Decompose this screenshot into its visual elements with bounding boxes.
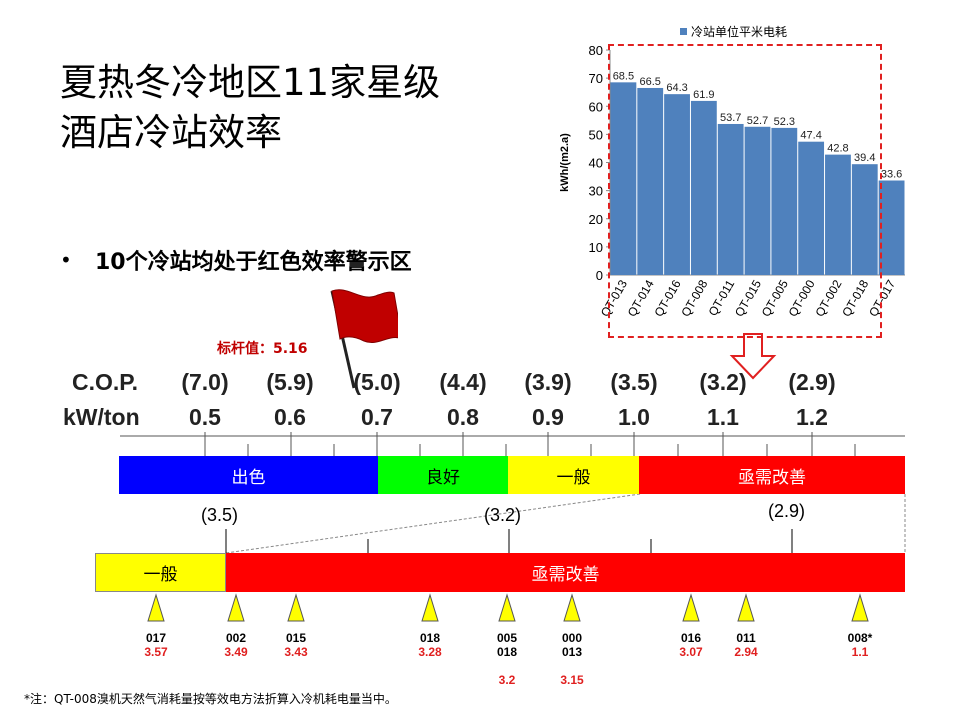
kwton-row-label: kW/ton (63, 404, 140, 430)
zoom-label-start: (3.5) (201, 505, 239, 525)
data-label: 47.4 (800, 130, 821, 142)
bar (637, 87, 664, 275)
marker-triangle-icon (147, 593, 165, 622)
zoom-label-mid: (3.2) (484, 505, 522, 525)
y-tick-label: 0 (596, 268, 603, 283)
data-label: 42.8 (827, 143, 848, 155)
bar (825, 154, 851, 275)
band-improve: 亟需改善 (639, 456, 905, 494)
marker-triangle-icon (851, 593, 869, 622)
cop-tick: (5.0) (353, 369, 401, 395)
kwton-tick: 0.8 (447, 404, 479, 430)
legend-label: 冷站单位平米电耗 (691, 24, 787, 39)
plant-label: 002 3.49 (224, 631, 248, 659)
bar (878, 180, 905, 275)
kwton-tick: 0.7 (361, 404, 393, 430)
plant-label: 017 3.57 (144, 631, 168, 659)
band-good: 良好 (378, 456, 508, 494)
data-label: 53.7 (720, 112, 741, 124)
data-label: 52.7 (747, 115, 768, 127)
data-label: 33.6 (881, 169, 902, 181)
marker-triangle-icon (563, 593, 581, 622)
bar (717, 123, 744, 275)
y-tick-label: 10 (589, 240, 603, 255)
kwton-tick: 1.1 (707, 404, 739, 430)
y-tick-label: 70 (589, 71, 603, 86)
cop-tick: (4.4) (439, 369, 487, 395)
bar (798, 141, 825, 275)
marker-triangle-icon (682, 593, 700, 622)
marker-triangle-icon (227, 593, 245, 622)
plant-label: 000 013 3.15 (560, 631, 584, 687)
marker-triangle-icon (498, 593, 516, 622)
bullet-text: 10个冷站均处于红色效率警示区 (95, 250, 412, 275)
data-label: 68.5 (613, 70, 634, 82)
bar (690, 100, 717, 275)
y-tick-label: 80 (589, 43, 603, 58)
footnote: *注：QT-008溴机天然气消耗量按等效电方法折算入冷机耗电量当中。 (24, 692, 397, 706)
data-label: 61.9 (693, 89, 714, 101)
highlight-box (608, 44, 882, 338)
plant-markers (147, 593, 869, 622)
y-tick-label: 50 (589, 127, 603, 142)
marker-triangle-icon (421, 593, 439, 622)
legend-swatch (680, 28, 687, 35)
flag-icon (330, 289, 398, 389)
bar (610, 82, 637, 275)
cop-tick: (5.9) (266, 369, 314, 395)
page-title: 夏热冬冷地区11家星级 酒店冷站效率 (60, 61, 441, 154)
data-label: 52.3 (774, 116, 795, 128)
bar (851, 164, 878, 275)
cop-tick: (2.9) (788, 369, 836, 395)
kwton-tick: 1.2 (796, 404, 828, 430)
kwton-tick: 0.6 (274, 404, 306, 430)
bar (664, 94, 690, 275)
data-label: 39.4 (854, 152, 875, 164)
bar-chart: 01020304050607080kWh/(m2.a)68.5QT-01366.… (559, 24, 905, 319)
plant-label: 011 2.94 (734, 631, 758, 659)
band-excellent: 出色 (119, 456, 378, 494)
zoom-band-improve: 亟需改善 (226, 553, 905, 592)
kwton-tick: 1.0 (618, 404, 650, 430)
plant-label: 005 018 3.2 (496, 631, 518, 687)
bullet-dot: • (60, 248, 72, 272)
data-label: 66.5 (640, 76, 661, 88)
y-tick-label: 20 (589, 212, 603, 227)
band-average: 一般 (508, 456, 639, 494)
cop-row-label: C.O.P. (72, 369, 139, 395)
plant-label: 018 3.28 (418, 631, 442, 659)
plant-label: 016 3.07 (679, 631, 703, 659)
kwton-tick: 0.5 (189, 404, 221, 430)
benchmark-label: 标杆值：5.16 (217, 341, 308, 357)
cop-tick: (3.9) (524, 369, 572, 395)
y-axis-label: kWh/(m2.a) (559, 133, 571, 192)
bar (744, 126, 771, 275)
plant-label: 015 3.43 (284, 631, 308, 659)
data-label: 64.3 (666, 82, 687, 94)
y-tick-label: 40 (589, 156, 603, 171)
zoom-band-average: 一般 (95, 553, 226, 592)
bar (771, 127, 798, 275)
kwton-tick: 0.9 (532, 404, 564, 430)
zoom-label-end: (2.9) (768, 501, 806, 521)
cop-tick: (3.2) (699, 369, 747, 395)
y-tick-label: 30 (589, 184, 603, 199)
plant-label: 008* 1.1 (847, 631, 873, 659)
marker-triangle-icon (737, 593, 755, 622)
marker-triangle-icon (287, 593, 305, 622)
cop-tick: (3.5) (610, 369, 658, 395)
y-tick-label: 60 (589, 99, 603, 114)
cop-tick: (7.0) (181, 369, 229, 395)
